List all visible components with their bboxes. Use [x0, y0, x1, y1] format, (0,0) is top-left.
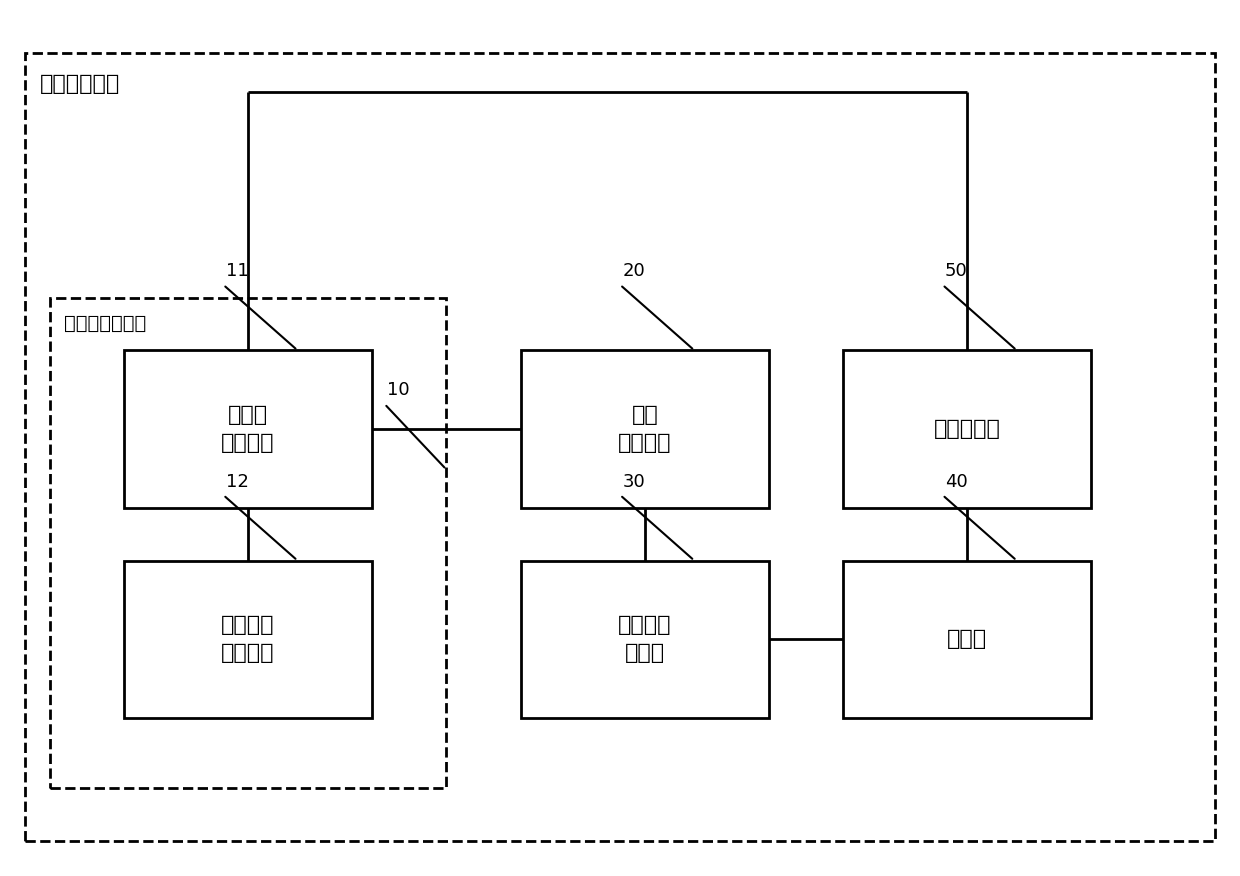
Text: 20: 20: [622, 262, 645, 280]
Text: 10: 10: [387, 381, 409, 399]
Text: 电机
驱动电路: 电机 驱动电路: [618, 406, 672, 453]
Text: 位置传感器: 位置传感器: [934, 420, 1001, 439]
Text: 11: 11: [226, 262, 248, 280]
Text: 30: 30: [622, 472, 645, 491]
Text: 节温阀: 节温阀: [947, 630, 987, 649]
Text: 50: 50: [945, 262, 967, 280]
Text: 温度控制系统: 温度控制系统: [40, 74, 120, 95]
Text: 直流电机
控制模块: 直流电机 控制模块: [221, 616, 275, 663]
Text: 40: 40: [945, 472, 967, 491]
Text: 直流电机
执行器: 直流电机 执行器: [618, 616, 672, 663]
Text: 节温器
控制模块: 节温器 控制模块: [221, 406, 275, 453]
Text: 12: 12: [226, 472, 248, 491]
Text: 发动机控制单元: 发动机控制单元: [64, 314, 146, 333]
